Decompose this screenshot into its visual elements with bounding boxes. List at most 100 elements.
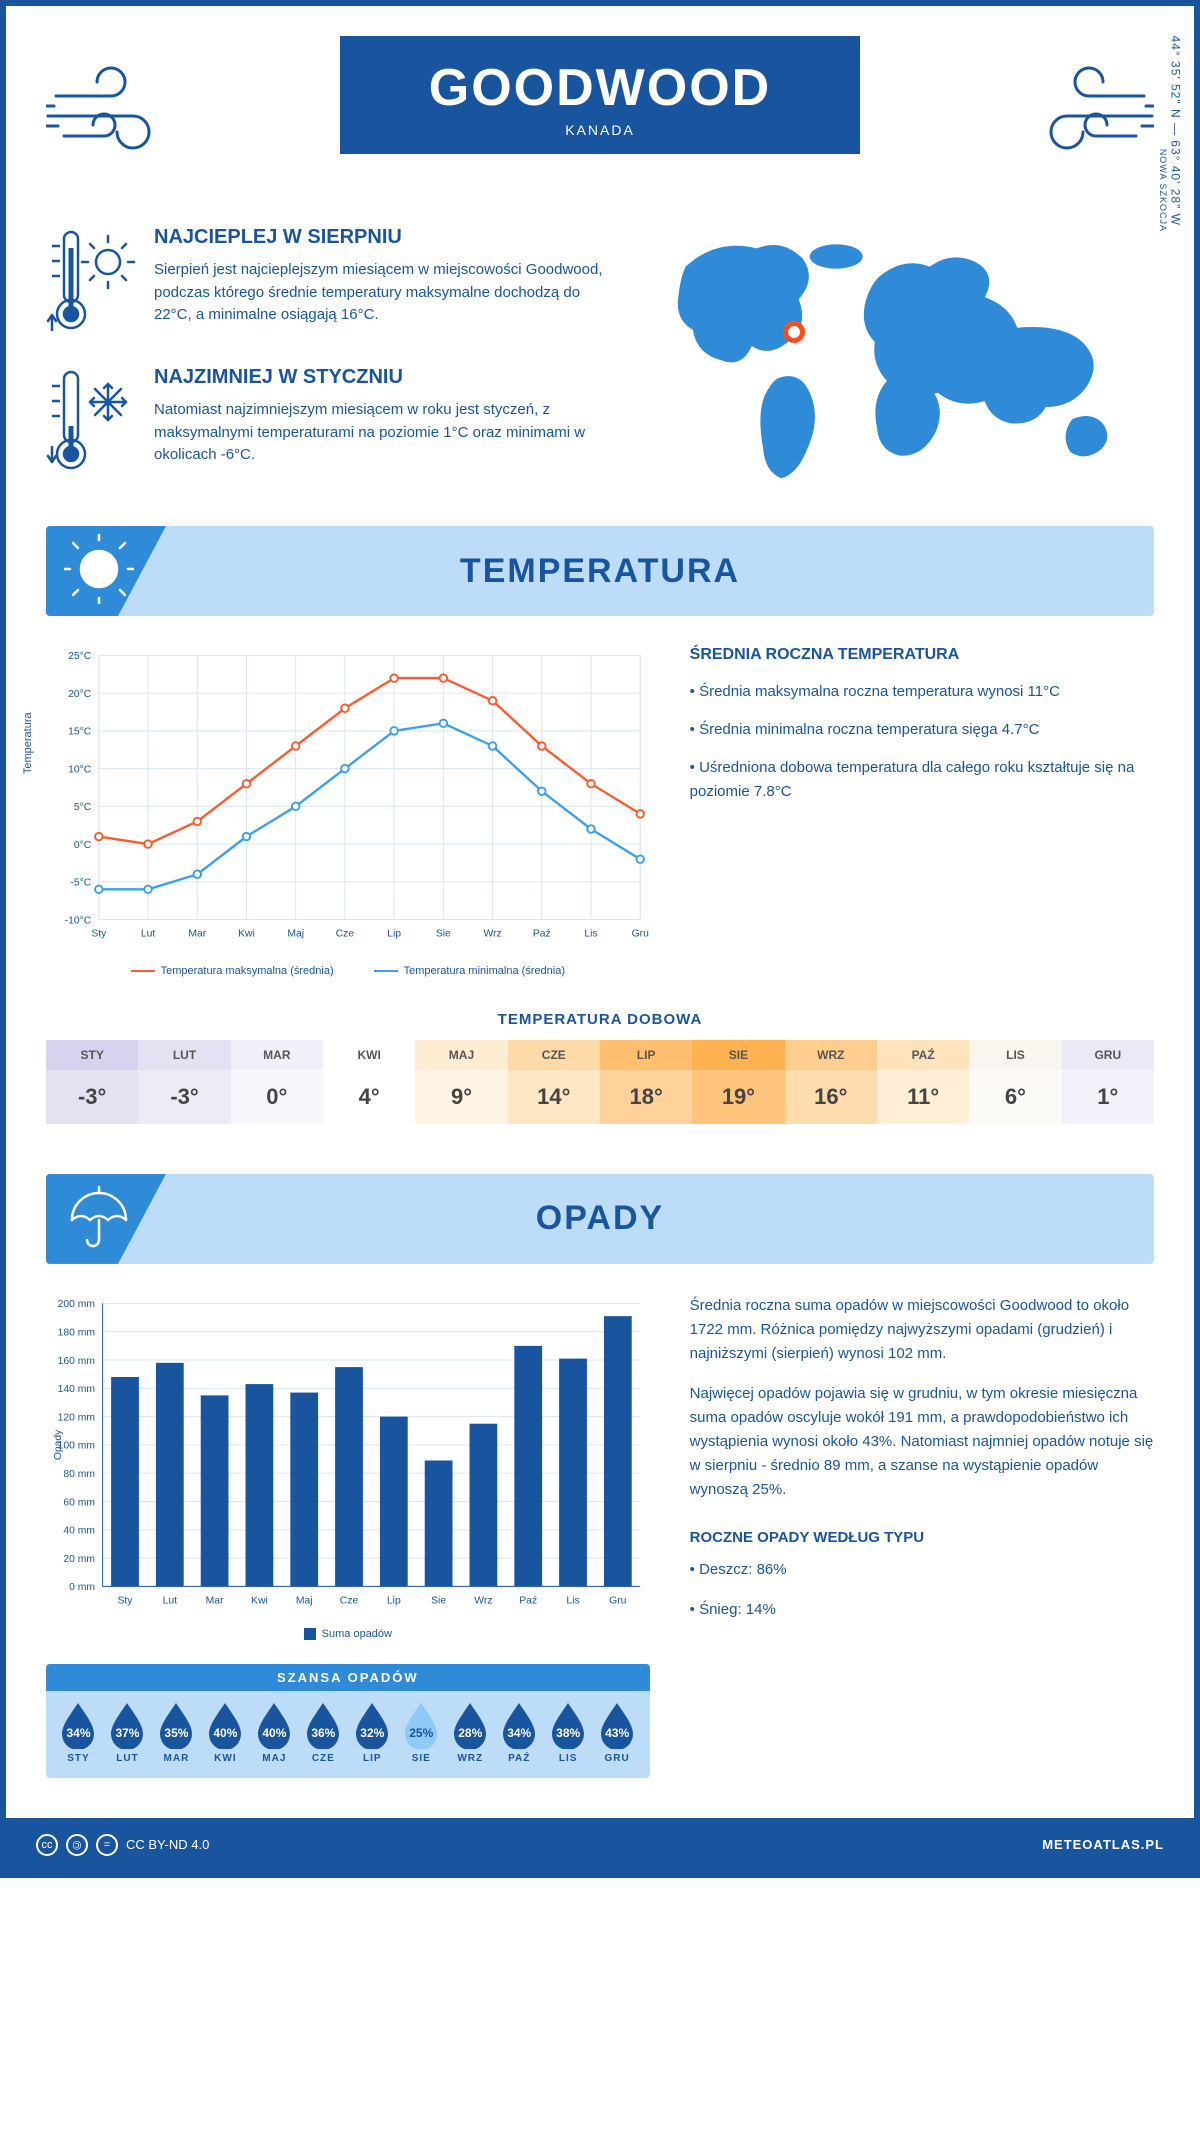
- svg-text:Gru: Gru: [632, 929, 650, 940]
- temperature-section-header: TEMPERATURA: [46, 526, 1154, 616]
- coldest-text: Natomiast najzimniejszym miesiącem w rok…: [154, 399, 605, 467]
- coldest-title: NAJZIMNIEJ W STYCZNIU: [154, 366, 605, 389]
- thermometer-cold-icon: [46, 366, 136, 476]
- wind-icon: [46, 66, 186, 171]
- cc-icon: cc: [36, 1834, 58, 1856]
- svg-text:Mar: Mar: [188, 929, 206, 940]
- thermometer-hot-icon: [46, 226, 136, 336]
- raindrop-icon: 34%: [58, 1701, 98, 1749]
- footer: cc 🄯 = CC BY-ND 4.0 METEOATLAS.PL: [6, 1818, 1194, 1872]
- svg-text:Lut: Lut: [163, 1595, 178, 1606]
- precipitation-p1: Średnia roczna suma opadów w miejscowośc…: [690, 1294, 1154, 1366]
- raindrop-icon: 32%: [352, 1701, 392, 1749]
- precipitation-body: 0 mm20 mm40 mm60 mm80 mm100 mm120 mm140 …: [46, 1294, 1154, 1778]
- daily-temp-cell: LIS6°: [969, 1040, 1061, 1124]
- svg-text:25°C: 25°C: [68, 651, 92, 662]
- raindrop-icon: 36%: [303, 1701, 343, 1749]
- license-text: CC BY-ND 4.0: [126, 1837, 209, 1852]
- temperature-legend: Temperatura maksymalna (średnia) Tempera…: [46, 965, 650, 977]
- raindrop-icon: 40%: [205, 1701, 245, 1749]
- header: GOODWOOD KANADA: [46, 36, 1154, 216]
- svg-text:60 mm: 60 mm: [63, 1497, 95, 1508]
- svg-text:180 mm: 180 mm: [58, 1327, 95, 1338]
- svg-text:20°C: 20°C: [68, 689, 92, 700]
- svg-text:160 mm: 160 mm: [58, 1356, 95, 1367]
- svg-text:Paź: Paź: [519, 1595, 537, 1606]
- infographic-page: GOODWOOD KANADA: [0, 0, 1200, 1878]
- daily-temp-cell: STY-3°: [46, 1040, 138, 1124]
- precipitation-type: • Deszcz: 86%: [690, 1558, 1154, 1582]
- svg-text:40 mm: 40 mm: [63, 1525, 95, 1536]
- svg-text:Lip: Lip: [387, 929, 401, 940]
- svg-text:80 mm: 80 mm: [63, 1469, 95, 1480]
- umbrella-icon: [64, 1182, 134, 1257]
- precipitation-p2: Najwięcej opadów pojawia się w grudniu, …: [690, 1382, 1154, 1502]
- chance-cell: 37% LUT: [103, 1701, 152, 1764]
- chance-cell: 36% CZE: [299, 1701, 348, 1764]
- raindrop-icon: 35%: [156, 1701, 196, 1749]
- svg-text:Lut: Lut: [141, 929, 156, 940]
- chance-cell: 43% GRU: [593, 1701, 642, 1764]
- temperature-bullet: • Średnia maksymalna roczna temperatura …: [690, 680, 1154, 704]
- temperature-stats-title: ŚREDNIA ROCZNA TEMPERATURA: [690, 646, 1154, 664]
- precipitation-bar-chart: 0 mm20 mm40 mm60 mm80 mm100 mm120 mm140 …: [46, 1294, 650, 1620]
- chance-cell: 34% STY: [54, 1701, 103, 1764]
- chance-cell: 40% KWI: [201, 1701, 250, 1764]
- precipitation-legend: Suma opadów: [46, 1628, 650, 1640]
- svg-text:Maj: Maj: [296, 1595, 313, 1606]
- daily-temp-cell: WRZ16°: [785, 1040, 877, 1124]
- svg-text:120 mm: 120 mm: [58, 1412, 95, 1423]
- svg-text:140 mm: 140 mm: [58, 1384, 95, 1395]
- sun-icon: [64, 534, 134, 609]
- legend-min: Temperatura minimalna (średnia): [374, 965, 565, 977]
- site-name: METEOATLAS.PL: [1042, 1837, 1164, 1852]
- location-title: GOODWOOD: [340, 58, 860, 118]
- daily-temp-cell: LUT-3°: [138, 1040, 230, 1124]
- svg-text:Lis: Lis: [584, 929, 597, 940]
- svg-text:Opady: Opady: [53, 1429, 64, 1460]
- svg-text:-5°C: -5°C: [70, 878, 91, 889]
- wind-icon: [1014, 66, 1154, 171]
- svg-text:Paź: Paź: [533, 929, 551, 940]
- daily-temp-cell: GRU1°: [1062, 1040, 1154, 1124]
- svg-text:Mar: Mar: [206, 1595, 224, 1606]
- chance-cell: 35% MAR: [152, 1701, 201, 1764]
- daily-temp-cell: PAŹ11°: [877, 1040, 969, 1124]
- svg-text:-10°C: -10°C: [65, 915, 92, 926]
- temperature-bullet: • Uśredniona dobowa temperatura dla całe…: [690, 756, 1154, 804]
- svg-text:Lis: Lis: [566, 1595, 579, 1606]
- daily-temp-title: TEMPERATURA DOBOWA: [46, 1011, 1154, 1028]
- hottest-text: Sierpień jest najcieplejszym miesiącem w…: [154, 259, 605, 327]
- chance-cell: 32% LIP: [348, 1701, 397, 1764]
- nd-icon: =: [96, 1834, 118, 1856]
- coords-label: 44° 35' 52" N — 63° 40' 28" W: [1168, 36, 1182, 226]
- daily-temp-cell: LIP18°: [600, 1040, 692, 1124]
- daily-temp-cell: MAR0°: [231, 1040, 323, 1124]
- svg-text:Cze: Cze: [336, 929, 355, 940]
- precipitation-type-title: ROCZNE OPADY WEDŁUG TYPU: [690, 1526, 1154, 1550]
- license-block: cc 🄯 = CC BY-ND 4.0: [36, 1834, 209, 1856]
- chance-cell: 34% PAŹ: [495, 1701, 544, 1764]
- svg-text:Sie: Sie: [431, 1595, 446, 1606]
- hottest-title: NAJCIEPLEJ W SIERPNIU: [154, 226, 605, 249]
- svg-text:10°C: 10°C: [68, 764, 92, 775]
- svg-text:Lip: Lip: [387, 1595, 401, 1606]
- raindrop-icon: 25%: [401, 1701, 441, 1749]
- daily-temp-cell: MAJ9°: [415, 1040, 507, 1124]
- svg-text:Maj: Maj: [287, 929, 304, 940]
- precipitation-type: • Śnieg: 14%: [690, 1598, 1154, 1622]
- daily-temp-cell: KWI4°: [323, 1040, 415, 1124]
- coldest-block: NAJZIMNIEJ W STYCZNIU Natomiast najzimni…: [46, 366, 605, 476]
- svg-text:Kwi: Kwi: [238, 929, 255, 940]
- raindrop-icon: 43%: [597, 1701, 637, 1749]
- by-icon: 🄯: [66, 1834, 88, 1856]
- svg-text:Sty: Sty: [118, 1595, 134, 1606]
- svg-text:Cze: Cze: [340, 1595, 359, 1606]
- svg-text:20 mm: 20 mm: [63, 1554, 95, 1565]
- chance-cell: 25% SIE: [397, 1701, 446, 1764]
- precipitation-chance-box: SZANSA OPADÓW 34% STY 37% LUT 35% MAR 40…: [46, 1664, 650, 1778]
- svg-text:Sie: Sie: [436, 929, 451, 940]
- daily-temp-cell: SIE19°: [692, 1040, 784, 1124]
- raindrop-icon: 37%: [107, 1701, 147, 1749]
- precipitation-title: OPADY: [536, 1199, 664, 1238]
